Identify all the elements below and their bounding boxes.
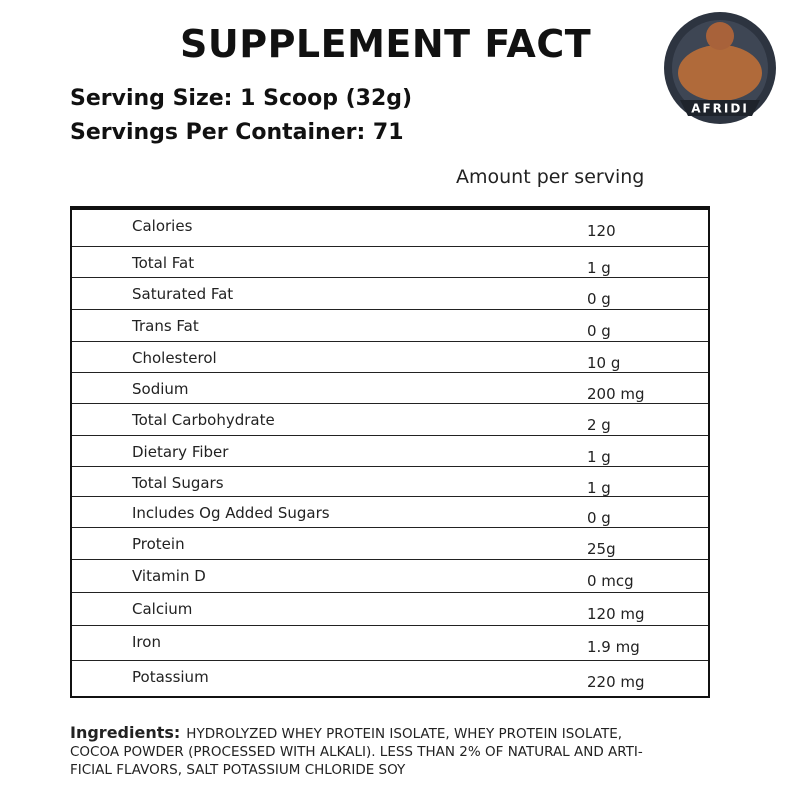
nutrient-amount: 220 mg — [587, 673, 645, 691]
table-row: Sodium 200 mg — [72, 373, 708, 404]
nutrient-name: Includes Og Added Sugars — [132, 504, 330, 522]
nutrient-name: Protein — [132, 535, 185, 553]
nutrient-name: Sodium — [132, 380, 189, 398]
nutrient-amount: 25g — [587, 540, 616, 558]
table-row: Trans Fat 0 g — [72, 310, 708, 342]
ingredients: Ingredients: HYDROLYZED WHEY PROTEIN ISOL… — [70, 724, 643, 779]
nutrient-name: Calcium — [132, 600, 193, 618]
nutrient-amount: 0 g — [587, 509, 611, 527]
nutrient-amount: 10 g — [587, 354, 621, 372]
nutrient-name: Saturated Fat — [132, 285, 234, 303]
serving-size: Serving Size: 1 Scoop (32g) — [70, 86, 413, 111]
nutrient-amount: 1 g — [587, 259, 611, 277]
nutrient-amount: 0 g — [587, 290, 611, 308]
servings-per-container: Servings Per Container: 71 — [70, 120, 404, 145]
nutrient-name: Cholesterol — [132, 349, 217, 367]
nutrient-name: Potassium — [132, 668, 209, 686]
table-row: Potassium 220 mg — [72, 661, 708, 695]
nutrient-amount: 0 g — [587, 322, 611, 340]
nutrient-name: Iron — [132, 633, 161, 651]
nutrient-name: Total Fat — [132, 254, 195, 272]
nutrient-amount: 120 — [587, 222, 616, 240]
nutrient-name: Vitamin D — [132, 567, 206, 585]
table-row: Dietary Fiber 1 g — [72, 436, 708, 467]
nutrient-amount: 1.9 mg — [587, 638, 640, 656]
nutrient-name: Calories — [132, 217, 193, 235]
table-row: Total Carbohydrate 2 g — [72, 404, 708, 436]
table-row: Cholesterol 10 g — [72, 342, 708, 373]
nutrient-name: Total Carbohydrate — [132, 411, 275, 429]
nutrient-name: Trans Fat — [132, 317, 199, 335]
table-row: Protein 25g — [72, 528, 708, 560]
ingredients-line: HYDROLYZED WHEY PROTEIN ISOLATE, WHEY PR… — [186, 726, 623, 742]
table-row: Total Fat 1 g — [72, 247, 708, 278]
nutrient-name: Dietary Fiber — [132, 443, 229, 461]
title: SUPPLEMENT FACT — [180, 22, 592, 66]
ingredients-line: FICIAL FLAVORS, SALT POTASSIUM CHLORIDE … — [70, 762, 406, 778]
logo-text: AFRIDI — [691, 102, 749, 116]
nutrient-amount: 1 g — [587, 479, 611, 497]
table-row: Total Sugars 1 g — [72, 467, 708, 497]
table-row: Calcium 120 mg — [72, 593, 708, 626]
table-row: Saturated Fat 0 g — [72, 278, 708, 310]
nutrient-amount: 1 g — [587, 448, 611, 466]
ingredients-line: COCOA POWDER (PROCESSED WITH ALKALI). LE… — [70, 744, 643, 760]
table-row: Iron 1.9 mg — [72, 626, 708, 661]
nutrient-amount: 0 mcg — [587, 572, 634, 590]
table-row: Vitamin D 0 mcg — [72, 560, 708, 593]
nutrient-name: Total Sugars — [132, 474, 224, 492]
nutrient-amount: 120 mg — [587, 605, 645, 623]
logo: AFRIDI — [664, 12, 776, 124]
nutrient-amount: 2 g — [587, 416, 611, 434]
column-header: Amount per serving — [456, 166, 645, 188]
table-row: Calories 120 — [72, 210, 708, 247]
table-row: Includes Og Added Sugars 0 g — [72, 497, 708, 528]
ingredients-label: Ingredients: — [70, 723, 181, 742]
nutrient-amount: 200 mg — [587, 385, 645, 403]
